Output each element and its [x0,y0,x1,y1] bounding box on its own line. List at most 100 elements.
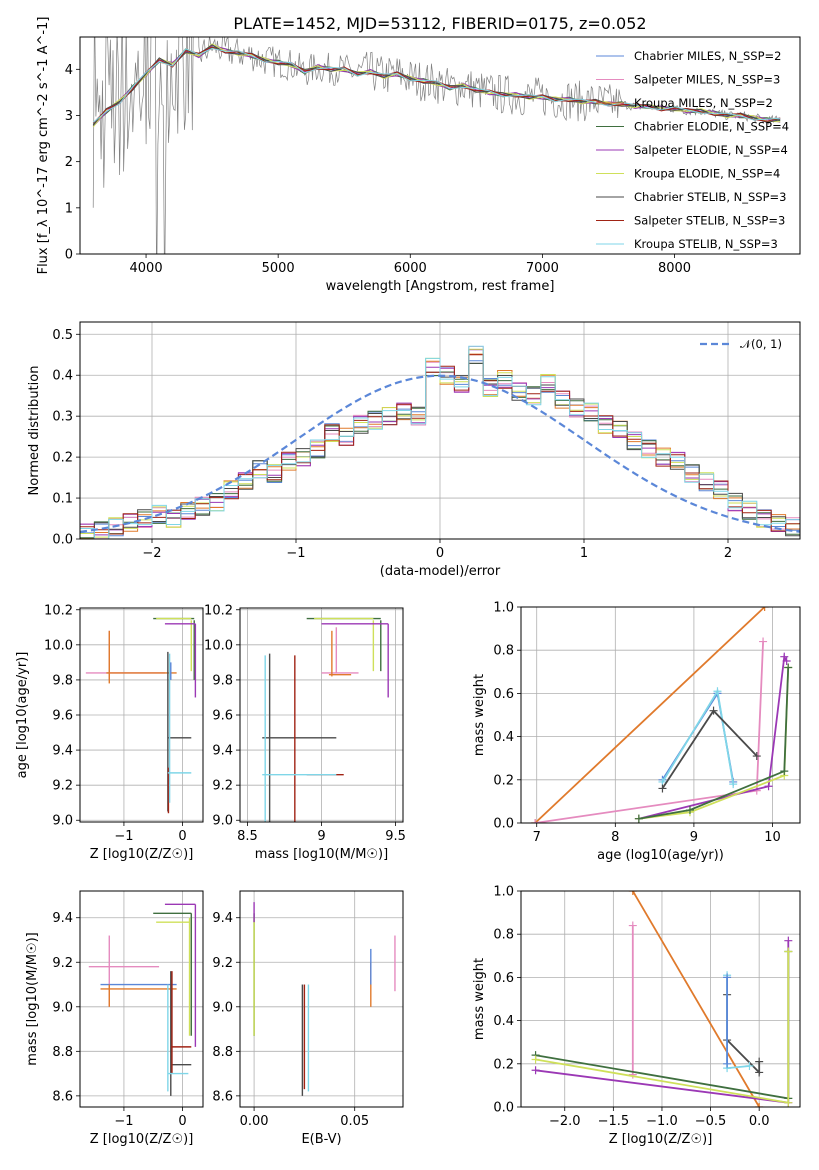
x-tick-label: −1.0 [646,1114,678,1129]
y-tick-label: 10.0 [204,638,233,653]
y-tick-label: 8.8 [52,1045,73,1060]
legend-entry: Salpeter MILES, N_SSP=3 [634,73,780,87]
y-tick-label: 1.0 [493,601,514,616]
x-tick-label: −1 [114,1114,133,1129]
y-tick-label: 9.0 [52,814,73,829]
axes-frame [239,890,404,1108]
weight-marker-chabrier-stelib [752,752,761,761]
x-tick-label: 6000 [394,261,427,276]
x-tick-label: 9 [317,829,325,844]
legend-entry: Salpeter STELIB, N_SSP=3 [634,214,785,228]
x-tick-label: 0 [436,546,444,561]
weight-marker-chabrier-stelib [755,1068,764,1077]
weight-marker-chabrier-stelib [658,784,667,793]
weight-marker-kroupa-elodie [784,947,793,956]
y-tick-label: 2 [65,155,73,170]
plot-area [80,345,800,539]
y-axis-label: Normed distribution [27,366,42,496]
y-tick-label: 9.6 [52,709,73,724]
y-axis-label: mass weight [472,674,487,756]
weight-marker-chabrier-miles [723,1059,732,1068]
y-tick-label: 0.4 [493,730,514,745]
metallicity-mass-plot: −1 0 8.6 8.8 9.0 9.2 9.4 Z [log10(Z/Z☉)] mass [l… [25,890,204,1147]
axes-frame [79,607,204,823]
x-axis-label: Z [log10(Z/Z☉)] [609,1132,713,1147]
age-mass-weight-plot: 7 8 9 10 0.0 0.2 0.4 0.6 0.8 1.0 age (log10(age/yr… [472,601,801,863]
weight-marker-salpeter-elodie [784,936,793,945]
weight-marker-chabrier-stelib [755,1057,764,1066]
axes-frame [520,606,801,824]
y-tick-label: 1.0 [493,885,514,900]
y-tick-label: 8.6 [212,1089,233,1104]
x-axis-label: mass [log10(M/M☉)] [255,847,388,862]
y-tick-label: 0.8 [493,928,514,943]
y-tick-label: 0.1 [52,492,73,507]
y-tick-label: 9.8 [52,673,73,688]
weight-marker-kroupa-miles [628,891,637,895]
weight-marker-chabrier-elodie [784,663,793,672]
y-tick-label: 0.2 [493,1057,514,1072]
x-tick-label: 0.05 [340,1114,369,1129]
weight-marker-salpeter-miles [628,921,637,930]
x-axis-label: E(B-V) [301,1132,341,1147]
legend-entry: Kroupa STELIB, N_SSP=3 [634,237,778,251]
y-axis-label: Flux [f_λ 10^-17 erg cm^-2 s^-1 A^-1] [36,17,51,275]
x-axis-label: Z [log10(Z/Z☉)] [90,847,194,862]
y-tick-label: 0.5 [52,328,73,343]
y-axis-label: mass [log10(M/M☉)] [25,932,40,1065]
x-axis-label: age (log10(age/yr)) [597,848,724,863]
x-tick-label: −1 [114,829,133,844]
y-tick-label: 10.2 [44,603,73,618]
y-tick-label: 10.2 [204,603,233,618]
y-tick-label: 9.2 [52,779,73,794]
metallicity-mass-weight-plot: −2.0 −1.5 −1.0 −0.5 0.0 0.0 0.2 0.4 0.6 0.8 1.0 Z [… [472,885,801,1147]
mass-age-plot: 8.5 9 9.5 9.0 9.2 9.4 9.6 9.8 10.0 10.2 mass [log1… [204,603,406,862]
y-tick-label: 0.2 [52,451,73,466]
x-tick-label: 2 [724,546,732,561]
x-axis-label: wavelength [Angstrom, rest frame] [326,279,555,294]
y-tick-label: 4 [65,63,73,78]
weight-marker-kroupa-stelib [713,687,722,696]
y-tick-label: 8.8 [212,1045,233,1060]
y-tick-label: 0.2 [493,773,514,788]
x-tick-label: 7 [533,830,541,845]
x-tick-label: 0 [178,1114,186,1129]
y-tick-label: 3 [65,109,73,124]
y-tick-label: 0.6 [493,687,514,702]
weight-line-kroupa-stelib [726,975,750,1070]
y-tick-label: 0.4 [52,369,73,384]
y-tick-label: 9.2 [52,956,73,971]
legend-entry: Salpeter ELODIE, N_SSP=4 [634,143,788,157]
histogram-step-kroupa-stelib [80,345,800,539]
plot-area [85,617,197,814]
weight-marker-kroupa-miles [760,607,769,611]
weight-marker-kroupa-elodie [531,1055,540,1064]
y-tick-label: 9.6 [212,709,233,724]
y-tick-label: 9.4 [212,744,233,759]
residuals-histogram-plot: −2 −1 0 1 2 0.0 0.1 0.2 0.3 0.4 0.5 (data-model)/er… [27,321,801,579]
x-tick-label: 0.0 [749,1114,770,1129]
y-tick-label: 9.0 [52,1000,73,1015]
x-tick-label: 1 [580,546,588,561]
plot-area [262,617,389,822]
legend-entry: Kroupa MILES, N_SSP=2 [634,96,773,110]
x-tick-label: −1.5 [598,1114,630,1129]
axes-frame [79,36,801,255]
axes-frame [239,607,404,823]
weight-line-chabrier-stelib [661,709,758,789]
weight-line-kroupa-stelib [661,688,735,785]
y-tick-label: 9.2 [212,779,233,794]
y-tick-label: 0.3 [52,410,73,425]
weight-marker-salpeter-elodie [780,652,789,661]
x-tick-label: 0 [178,829,186,844]
y-tick-label: 9.0 [212,814,233,829]
y-tick-label: 9.4 [212,911,233,926]
weight-line-salpeter-elodie [638,653,788,820]
y-tick-label: 9.4 [52,744,73,759]
plot-area [88,903,197,1096]
weight-line-kroupa-miles [632,891,760,1107]
legend-entry: Chabrier ELODIE, N_SSP=4 [634,120,789,134]
weight-line-chabrier-miles [661,690,735,783]
weight-line-chabrier-elodie [638,667,790,820]
